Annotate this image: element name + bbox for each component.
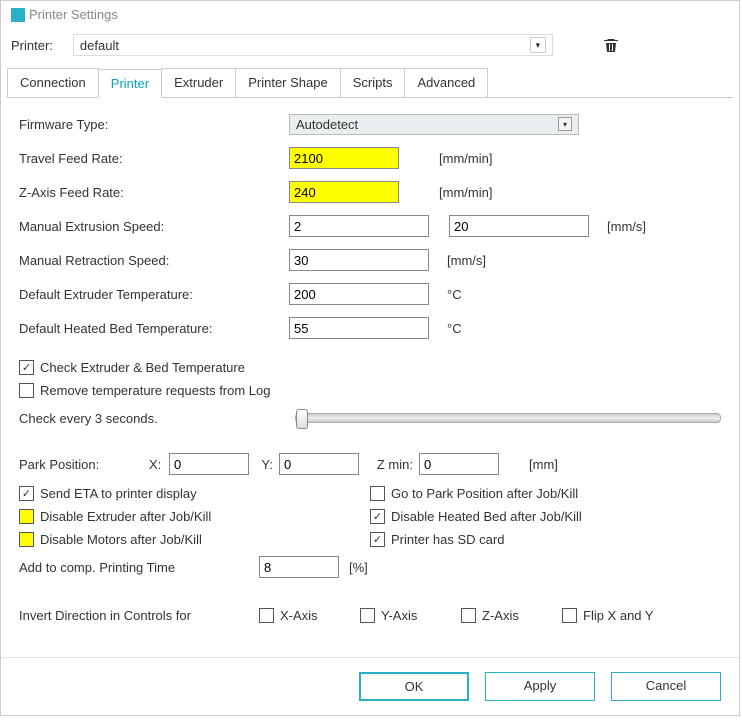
invert-z-label: Z-Axis xyxy=(482,608,562,623)
checkbox-invert-z[interactable] xyxy=(461,608,476,623)
invert-label: Invert Direction in Controls for xyxy=(19,608,259,623)
checkbox-goto-park[interactable] xyxy=(370,486,385,501)
checkbox-has-sd[interactable]: ✓ xyxy=(370,532,385,547)
travel-feed-input[interactable] xyxy=(289,147,399,169)
printer-select[interactable]: default ▾ xyxy=(73,34,553,56)
manext-input2[interactable] xyxy=(449,215,589,237)
dropdown-arrow-icon[interactable]: ▾ xyxy=(530,37,546,53)
printer-value: default xyxy=(80,38,119,53)
printer-selector-bar: Printer: default ▾ xyxy=(1,28,739,62)
park-label: Park Position: xyxy=(19,457,149,472)
apply-button[interactable]: Apply xyxy=(485,672,595,701)
tab-extruder[interactable]: Extruder xyxy=(161,68,236,97)
disable-bed-label: Disable Heated Bed after Job/Kill xyxy=(391,509,582,524)
manext-label: Manual Extrusion Speed: xyxy=(19,219,289,234)
printer-settings-window: Printer Settings Printer: default ▾ Conn… xyxy=(0,0,740,716)
invert-y-label: Y-Axis xyxy=(381,608,461,623)
tab-scripts[interactable]: Scripts xyxy=(340,68,406,97)
manret-input[interactable] xyxy=(289,249,429,271)
park-x-input[interactable] xyxy=(169,453,249,475)
travel-label: Travel Feed Rate: xyxy=(19,151,289,166)
checkbox-send-eta[interactable]: ✓ xyxy=(19,486,34,501)
content-area: Firmware Type: Autodetect ▾ Travel Feed … xyxy=(1,98,739,657)
manext-unit: [mm/s] xyxy=(607,219,646,234)
has-sd-label: Printer has SD card xyxy=(391,532,504,547)
checkbox-disable-extruder[interactable] xyxy=(19,509,34,524)
addcomp-input[interactable] xyxy=(259,556,339,578)
ok-button[interactable]: OK xyxy=(359,672,469,701)
button-bar: OK Apply Cancel xyxy=(1,657,739,715)
invert-x-label: X-Axis xyxy=(280,608,360,623)
park-z-input[interactable] xyxy=(419,453,499,475)
manret-label: Manual Retraction Speed: xyxy=(19,253,289,268)
goto-park-label: Go to Park Position after Job/Kill xyxy=(391,486,578,501)
checkbox-invert-y[interactable] xyxy=(360,608,375,623)
tab-printer[interactable]: Printer xyxy=(98,69,162,98)
flip-xy-label: Flip X and Y xyxy=(583,608,654,623)
slider-thumb[interactable] xyxy=(296,409,308,429)
send-eta-label: Send ETA to printer display xyxy=(40,486,197,501)
zaxis-label: Z-Axis Feed Rate: xyxy=(19,185,289,200)
addcomp-unit: [%] xyxy=(349,560,368,575)
remove-temp-label: Remove temperature requests from Log xyxy=(40,383,271,398)
park-y-input[interactable] xyxy=(279,453,359,475)
titlebar: Printer Settings xyxy=(1,1,739,28)
printer-label: Printer: xyxy=(11,38,53,53)
checkbox-invert-x[interactable] xyxy=(259,608,274,623)
defbed-input[interactable] xyxy=(289,317,429,339)
tab-advanced[interactable]: Advanced xyxy=(404,68,488,97)
cancel-button[interactable]: Cancel xyxy=(611,672,721,701)
check-every-slider[interactable] xyxy=(295,413,721,423)
checkbox-check-temp[interactable]: ✓ xyxy=(19,360,34,375)
manret-unit: [mm/s] xyxy=(447,253,486,268)
park-x-label: X: xyxy=(149,457,169,472)
tab-printer-shape[interactable]: Printer Shape xyxy=(235,68,341,97)
travel-unit: [mm/min] xyxy=(439,151,492,166)
addcomp-label: Add to comp. Printing Time xyxy=(19,560,259,575)
defbed-unit: °C xyxy=(447,321,462,336)
defext-input[interactable] xyxy=(289,283,429,305)
chevron-down-icon[interactable]: ▾ xyxy=(558,117,572,131)
checkbox-disable-bed[interactable]: ✓ xyxy=(370,509,385,524)
disable-motors-label: Disable Motors after Job/Kill xyxy=(40,532,202,547)
disable-ext-label: Disable Extruder after Job/Kill xyxy=(40,509,211,524)
check-temp-label: Check Extruder & Bed Temperature xyxy=(40,360,245,375)
defext-label: Default Extruder Temperature: xyxy=(19,287,289,302)
defext-unit: °C xyxy=(447,287,462,302)
app-icon xyxy=(11,8,25,22)
tab-connection[interactable]: Connection xyxy=(7,68,99,97)
zaxis-unit: [mm/min] xyxy=(439,185,492,200)
defbed-label: Default Heated Bed Temperature: xyxy=(19,321,289,336)
checkbox-disable-motors[interactable] xyxy=(19,532,34,547)
check-every-label: Check every 3 seconds. xyxy=(19,411,289,426)
window-title: Printer Settings xyxy=(29,7,118,22)
park-unit: [mm] xyxy=(529,457,558,472)
checkbox-remove-temp[interactable] xyxy=(19,383,34,398)
firmware-select[interactable]: Autodetect ▾ xyxy=(289,114,579,135)
park-y-label: Y: xyxy=(249,457,279,472)
zaxis-feed-input[interactable] xyxy=(289,181,399,203)
checkbox-flip-xy[interactable] xyxy=(562,608,577,623)
tabstrip: Connection Printer Extruder Printer Shap… xyxy=(7,68,733,98)
firmware-label: Firmware Type: xyxy=(19,117,289,132)
trash-icon[interactable] xyxy=(603,37,619,53)
firmware-value: Autodetect xyxy=(296,117,358,132)
park-z-label: Z min: xyxy=(359,457,419,472)
manext-input1[interactable] xyxy=(289,215,429,237)
